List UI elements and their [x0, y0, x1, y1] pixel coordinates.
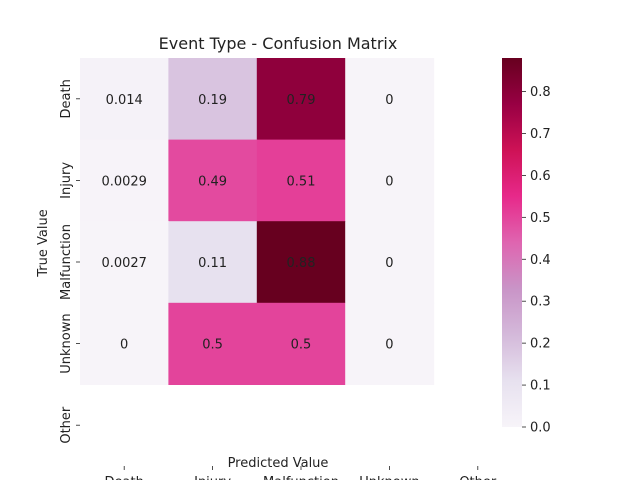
y-axis-label: True Value [36, 209, 51, 277]
colorbar-tick-label: 0.8 [530, 85, 551, 100]
heatmap-cell [256, 58, 346, 141]
x-tick-label: Death [105, 475, 144, 480]
cell-value-label: 0.88 [287, 256, 316, 271]
y-tick-label: Injury [59, 162, 74, 199]
cell-value-label: 0 [385, 174, 393, 189]
heatmap-cell [345, 221, 435, 304]
chart-title: Event Type - Confusion Matrix [159, 34, 398, 53]
heatmap-cell [256, 302, 346, 385]
colorbar-tick-label: 0.3 [530, 295, 551, 310]
x-tick-label: Malfunction [263, 475, 339, 480]
colorbar-tick-label: 0.2 [530, 337, 551, 352]
colorbar-tick-label: 0.5 [530, 211, 551, 226]
cell-value-label: 0.5 [202, 338, 223, 353]
colorbar-tick-label: 0.6 [530, 169, 551, 184]
heatmap-cell [256, 221, 346, 304]
colorbar-tick-label: 0.4 [530, 253, 551, 268]
cell-value-label: 0 [385, 93, 393, 108]
heatmap-cells [80, 58, 435, 385]
cell-value-label: 0 [385, 256, 393, 271]
cell-value-label: 0.11 [198, 256, 227, 271]
colorbar-ticks: 0.0 0.1 0.2 0.3 0.4 0.5 0.6 0.7 0.8 [522, 85, 551, 436]
cell-value-label: 0 [385, 338, 393, 353]
cell-value-label: 0 [120, 338, 128, 353]
heatmap-cell [80, 58, 169, 141]
cell-value-label: 0.5 [291, 338, 312, 353]
cell-value-label: 0.79 [287, 93, 316, 108]
y-tick-label: Unknown [59, 313, 74, 373]
heatmap-cell-labels: 0.014 0.19 0.79 0 0.0029 0.49 0.51 0 0.0027 0.11 0… [101, 93, 393, 353]
x-axis: Death Injury Malfunction Unknown Other [105, 466, 497, 480]
heatmap-cell [80, 221, 169, 304]
x-tick-label: Unknown [359, 475, 419, 480]
heatmap-cell [168, 58, 258, 141]
cell-value-label: 0.014 [106, 93, 143, 108]
colorbar-tick-label: 0.0 [530, 421, 551, 436]
y-tick-label: Other [59, 406, 74, 444]
heatmap-cell [168, 302, 258, 385]
heatmap-cell [345, 58, 435, 141]
colorbar-tick-label: 0.1 [530, 379, 551, 394]
heatmap-cell [168, 221, 258, 304]
x-tick-label: Injury [194, 475, 231, 480]
cell-value-label: 0.0029 [101, 174, 147, 189]
heatmap-cell [256, 139, 346, 222]
cell-value-label: 0.49 [198, 174, 227, 189]
y-axis: Death Injury Malfunction Unknown Other [59, 79, 80, 444]
cell-value-label: 0.0027 [101, 256, 147, 271]
heatmap-cell [168, 139, 258, 222]
heatmap-cell [345, 302, 435, 385]
y-tick-label: Death [59, 79, 74, 118]
y-tick-label: Malfunction [59, 224, 74, 300]
heatmap-cell [80, 139, 169, 222]
x-axis-label: Predicted Value [228, 456, 329, 471]
heatmap-cell [345, 139, 435, 222]
colorbar-tick-label: 0.7 [530, 127, 551, 142]
colorbar [502, 58, 522, 427]
cell-value-label: 0.51 [287, 174, 316, 189]
x-tick-label: Other [459, 475, 497, 480]
cell-value-label: 0.19 [198, 93, 227, 108]
heatmap-cell [80, 302, 169, 385]
